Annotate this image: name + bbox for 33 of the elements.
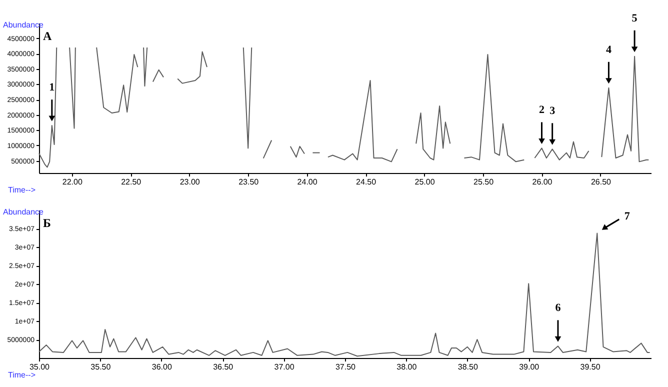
x-tick-label: 23.00 [180,178,200,186]
annotation: 5 [632,12,638,24]
x-tick-label: 24.50 [356,178,377,186]
x-axis-title: Time--> [8,186,36,194]
annotation: 3 [550,105,556,118]
x-tick-label: 38.50 [458,362,478,372]
x-tick-label: 26.00 [532,178,553,186]
annotation: 6 [555,302,562,314]
x-tick-label: 39.50 [580,362,601,372]
x-tick-label: 38.00 [396,362,418,372]
text: Б [43,216,51,230]
x-tick-label: 22.50 [121,178,142,186]
annotation: 1 [49,82,55,94]
x-tick-label: 23.50 [238,178,260,186]
x-tick-label: 24.00 [297,178,318,186]
y-axis-title: Abundance [3,20,44,30]
x-tick-label: 25.00 [414,178,436,186]
x-axis-title: Time--> [8,370,36,380]
y-axis-title: Abundance [3,208,44,216]
x-tick-label: 39.00 [519,362,540,372]
annotation: 2 [539,104,546,116]
text: А [43,29,52,43]
annotation: 7 [624,210,630,222]
x-tick-label: 37.00 [274,362,295,372]
x-tick-label: 36.00 [152,362,172,372]
annotation: 4 [606,44,612,56]
x-tick-label: 37.50 [335,362,356,372]
x-tick-label: 22.00 [62,178,83,186]
x-tick-label: 25.50 [474,178,494,186]
x-tick-label: 35.00 [29,362,50,372]
x-tick-label: 35.50 [90,362,112,372]
x-tick-label: 26.50 [590,178,612,186]
x-tick-label: 36.50 [213,362,234,372]
